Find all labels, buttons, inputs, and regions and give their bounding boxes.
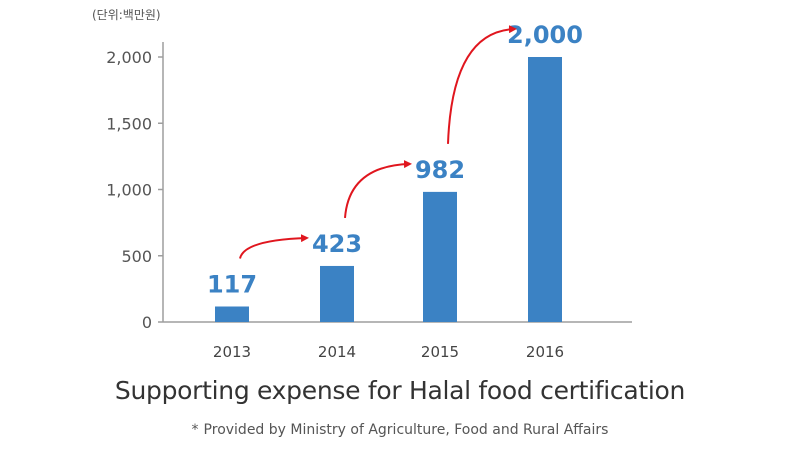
y-tick-label: 2,000 [106, 48, 152, 67]
unit-label: (단위:백만원) [92, 8, 161, 22]
x-tick-label: 2014 [318, 343, 356, 361]
x-tick-label: 2015 [421, 343, 459, 361]
y-tick-label: 1,500 [106, 114, 152, 133]
data-label: 117 [207, 270, 257, 298]
x-tick-label: 2013 [213, 343, 251, 361]
data-label: 982 [415, 156, 465, 184]
source-text: Provided by Ministry of Agriculture, Foo… [203, 422, 609, 438]
y-tick-label: 500 [121, 247, 152, 266]
growth-arrow-icon [447, 25, 517, 144]
x-tick-label: 2016 [526, 343, 564, 361]
data-label: 423 [312, 230, 362, 258]
bar-2015 [423, 191, 457, 322]
growth-arrow-icon [344, 160, 412, 219]
bar-2014 [320, 265, 354, 322]
growth-arrow-icon [239, 234, 309, 259]
y-tick-label: 0 [142, 313, 152, 332]
bar-2016 [528, 57, 562, 322]
data-label: 2,000 [507, 21, 583, 49]
bar-2013 [215, 306, 249, 322]
source-mark: * [191, 422, 199, 438]
source-note: * Provided by Ministry of Agriculture, Fo… [0, 422, 800, 438]
chart-title: Supporting expense for Halal food certif… [114, 376, 686, 405]
y-tick-label: 1,000 [106, 181, 152, 200]
